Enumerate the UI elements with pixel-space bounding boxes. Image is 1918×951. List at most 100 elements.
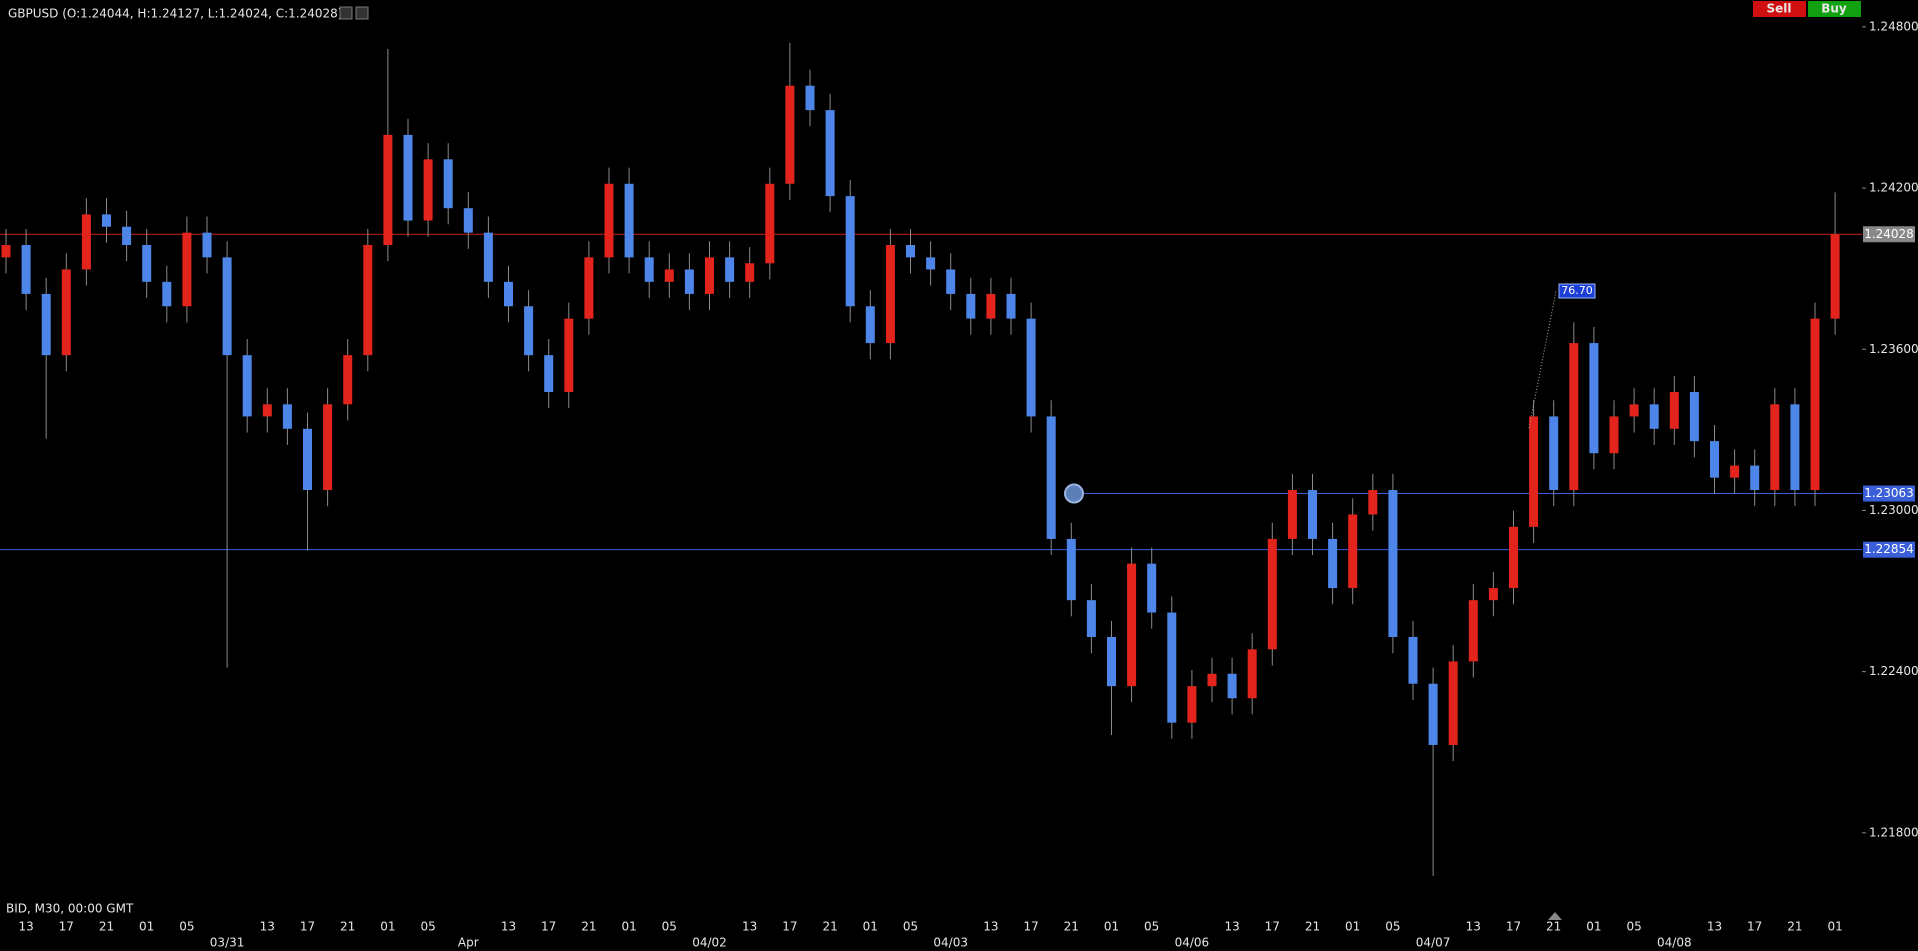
- candle-body: [1509, 526, 1518, 589]
- candle-body: [1710, 441, 1719, 478]
- price-tag-label: 1.23063: [1864, 486, 1914, 500]
- candle-body: [1810, 318, 1820, 491]
- candle-body: [1428, 683, 1438, 745]
- candle-body: [102, 214, 111, 227]
- y-tick-label: 1.22400: [1869, 664, 1918, 678]
- candle-body: [946, 269, 956, 294]
- candle-body: [383, 134, 393, 246]
- candle-body: [303, 428, 312, 491]
- candle-body: [182, 232, 192, 307]
- x-date-label: Apr: [458, 936, 479, 950]
- candle-body: [1308, 490, 1317, 539]
- candle-body: [986, 293, 996, 319]
- candle-body: [745, 263, 755, 282]
- x-tick-label: 01: [1345, 920, 1360, 934]
- y-tick-label: 1.21800: [1869, 825, 1918, 839]
- annotation-box: [1558, 283, 1596, 299]
- candle-body: [966, 293, 976, 319]
- candle-body: [885, 245, 895, 344]
- candle-body: [323, 404, 333, 491]
- candle-body: [664, 269, 674, 282]
- candle-body: [1730, 465, 1740, 478]
- price-tag: [1863, 541, 1915, 558]
- x-tick-label: 21: [1787, 920, 1802, 934]
- sell-label[interactable]: Sell: [1766, 2, 1791, 16]
- candle-body: [122, 226, 132, 246]
- candle-body: [1348, 514, 1358, 589]
- line-anchor: [1064, 483, 1084, 504]
- candle-body: [483, 232, 493, 282]
- candle-body: [1287, 490, 1297, 539]
- candle-body: [142, 245, 152, 282]
- plot: 1.24800 1.24200 1.23600 1.23000 1.22400 1.218…: [0, 19, 1918, 950]
- x-tick-label: 13: [1224, 920, 1239, 934]
- x-date-label: 03/31: [210, 936, 245, 950]
- candle-body: [705, 257, 714, 294]
- x-tick-label: 21: [1546, 920, 1561, 934]
- candle-body: [1669, 391, 1679, 429]
- close-icon[interactable]: [355, 6, 369, 20]
- x-tick-label: 01: [1827, 920, 1842, 934]
- candle-body: [524, 306, 534, 356]
- candle-body: [604, 183, 614, 258]
- x-tick-label: 17: [1265, 920, 1280, 934]
- x-tick-label: 17: [1023, 920, 1038, 934]
- candle-body: [544, 355, 554, 392]
- settings-icon[interactable]: [339, 6, 353, 20]
- x-tick-label: 13: [18, 920, 33, 934]
- candle-body: [1046, 416, 1056, 539]
- x-tick-label: 17: [1747, 920, 1762, 934]
- x-tick-label: 01: [139, 920, 154, 934]
- candle-body: [162, 281, 172, 307]
- candle-body: [765, 183, 775, 264]
- candle-body: [1529, 416, 1539, 527]
- annotation-leader: [1528, 290, 1557, 429]
- x-tick-label: 05: [420, 920, 435, 934]
- x-tick-label: 05: [1144, 920, 1159, 934]
- x-tick-label: 17: [59, 920, 74, 934]
- candle-body: [1267, 538, 1277, 650]
- candle-body: [1408, 636, 1418, 684]
- candle-body: [624, 183, 634, 258]
- candle-body: [1589, 343, 1599, 454]
- price-tag: [1863, 226, 1915, 243]
- price-tag: [1863, 485, 1915, 502]
- x-tick-label: 01: [1104, 920, 1119, 934]
- x-tick-label: 05: [179, 920, 194, 934]
- candle-body: [443, 159, 453, 209]
- x-tick-label: 17: [300, 920, 315, 934]
- candle-body: [1066, 538, 1076, 601]
- x-tick-label: 05: [662, 920, 677, 934]
- candle-body: [865, 306, 875, 344]
- x-tick-label: 01: [1586, 920, 1601, 934]
- candle-body: [61, 269, 71, 356]
- candle-body: [1790, 404, 1800, 491]
- candle-body: [1569, 343, 1579, 491]
- x-tick-label: 01: [863, 920, 878, 934]
- candle-body: [564, 318, 574, 392]
- candle-body: [1770, 404, 1780, 491]
- candle-body: [403, 134, 413, 221]
- buy-button[interactable]: [1808, 1, 1861, 17]
- x-tick-label: 01: [621, 920, 636, 934]
- candle-body: [906, 245, 915, 258]
- x-tick-label: 13: [501, 920, 516, 934]
- candle-body: [1830, 234, 1840, 319]
- candle-body: [1750, 465, 1760, 491]
- candle-body: [1026, 318, 1036, 417]
- candle-body: [1, 245, 11, 258]
- candle-body: [282, 404, 292, 429]
- candle-body: [1609, 416, 1619, 454]
- candle-body: [1006, 293, 1016, 319]
- y-tick-label: 1.23600: [1869, 342, 1918, 356]
- candle-body: [725, 257, 735, 282]
- x-tick-label: 21: [99, 920, 114, 934]
- price-tag-label: 1.22854: [1864, 542, 1914, 556]
- candle-body: [684, 269, 694, 294]
- candle-body: [21, 245, 31, 294]
- buy-label[interactable]: Buy: [1821, 2, 1847, 16]
- candle-body: [1629, 404, 1639, 417]
- sell-button[interactable]: [1753, 1, 1806, 17]
